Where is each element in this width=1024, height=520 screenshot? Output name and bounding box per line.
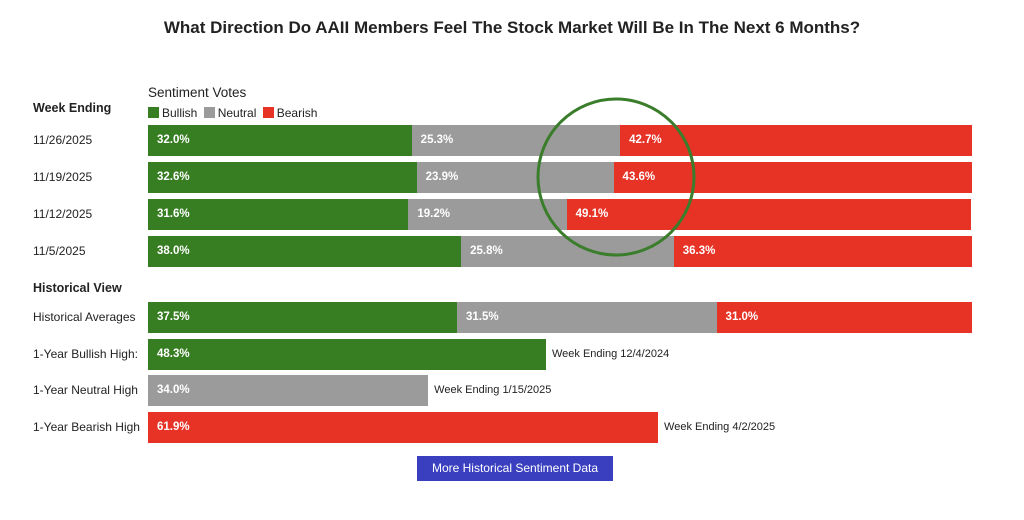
legend-bullish: Bullish <box>162 106 198 120</box>
chart-title: What Direction Do AAII Members Feel The … <box>163 18 861 37</box>
legend-swatch-bullish <box>148 107 159 118</box>
historical-averages-row-segment-bullish: 37.5% <box>148 302 457 333</box>
week-row-label: 11/19/2025 <box>33 170 93 184</box>
high-bar-bullish: 48.3% <box>148 339 546 370</box>
week-row-segment-neutral: 23.9% <box>416 162 614 193</box>
week-row-segment-bearish: 49.1% <box>566 199 972 230</box>
high-bar-neutral: 34.0% <box>148 375 429 406</box>
legend-swatch-bearish <box>262 107 274 118</box>
week-row-segment-bullish: 31.6% <box>148 199 409 230</box>
week-row-segment-bearish: 42.7% <box>620 125 972 156</box>
week-row-label: 11/12/2025 <box>33 207 93 221</box>
historical-view-header: Historical View <box>33 281 122 295</box>
week-row-label: 11/5/2025 <box>33 244 86 258</box>
week-row-segment-neutral: 19.2% <box>408 199 567 230</box>
high-week-note: Week Ending 1/15/2025 <box>434 384 552 396</box>
high-bar-bearish: 61.9% <box>148 412 659 443</box>
legend-swatch-neutral <box>203 107 215 118</box>
more-historical-data-button[interactable]: More Historical Sentiment Data <box>417 456 613 481</box>
historical-averages-row-label: Historical Averages <box>33 310 136 324</box>
high-week-note: Week Ending 12/4/2024 <box>551 348 670 360</box>
high-row-label: 1-Year Bearish High <box>33 420 140 434</box>
high-row-label: 1-Year Neutral High <box>33 383 138 397</box>
historical-averages-row-segment-bearish: 31.0% <box>716 302 972 333</box>
legend-bearish: Bearish <box>276 106 318 120</box>
week-row-segment-neutral: 25.3% <box>411 125 621 156</box>
historical-averages-row-segment-neutral: 31.5% <box>457 302 717 333</box>
legend: Bullish Neutral Bearish <box>148 106 317 120</box>
week-row-segment-bullish: 38.0% <box>148 236 462 267</box>
week-row-segment-bullish: 32.0% <box>148 125 412 156</box>
week-row-segment-bullish: 32.6% <box>148 162 417 193</box>
week-row-segment-bearish: 36.3% <box>673 236 972 267</box>
high-row-label: 1-Year Bullish High: <box>33 347 138 361</box>
legend-neutral: Neutral <box>217 106 257 120</box>
legend-title: Sentiment Votes <box>148 85 247 100</box>
week-row-segment-bearish: 43.6% <box>613 162 972 193</box>
week-row-label: 11/26/2025 <box>33 133 93 147</box>
high-week-note: Week Ending 4/2/2025 <box>664 421 776 433</box>
week-row-segment-neutral: 25.8% <box>461 236 674 267</box>
week-ending-header: Week Ending <box>33 101 112 115</box>
